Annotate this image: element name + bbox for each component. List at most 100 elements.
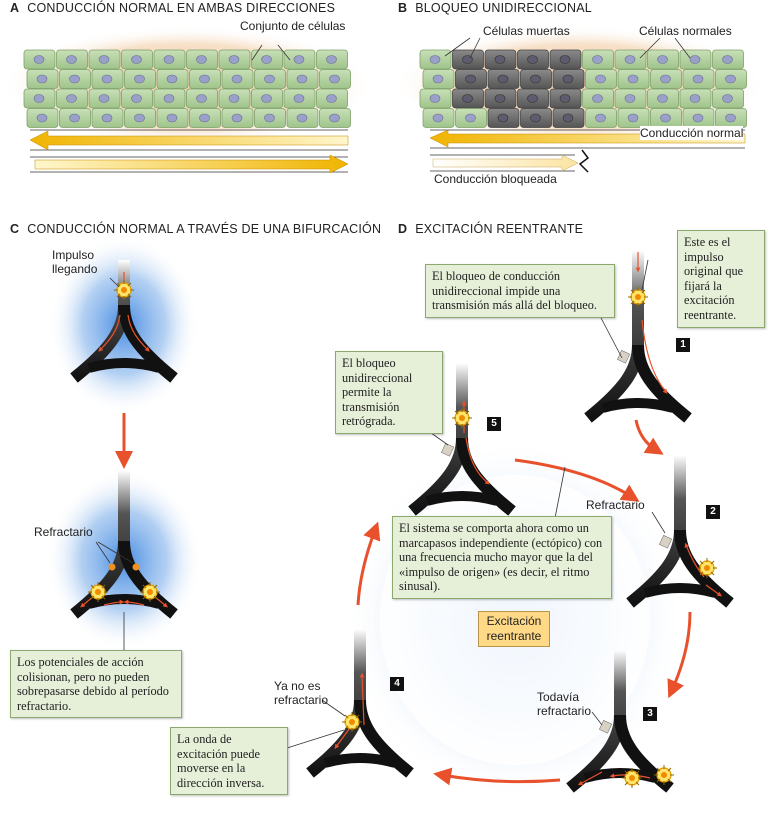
cell <box>88 88 121 109</box>
panel-c-title: C CONDUCCIÓN NORMAL A TRAVÉS DE UNA BIFUR… <box>10 222 381 236</box>
cell <box>286 108 319 128</box>
refractory-label-d: Refractario <box>586 498 645 512</box>
cell <box>251 88 283 109</box>
dead-cell <box>520 69 552 89</box>
cell <box>715 69 747 89</box>
left-conduction-arrow <box>29 130 349 151</box>
panel-a-letter: A <box>10 1 20 15</box>
cell <box>582 49 614 70</box>
dead-cell <box>484 49 517 70</box>
cell <box>712 88 744 109</box>
cell <box>251 49 283 70</box>
cell <box>218 49 251 70</box>
dead-cell <box>552 108 585 128</box>
blocked-conduction-label: Conducción bloqueada <box>434 172 557 186</box>
cell <box>286 69 319 89</box>
cell <box>153 49 186 70</box>
block-mark <box>578 149 590 173</box>
cell <box>121 49 153 70</box>
cell <box>585 108 617 128</box>
cell <box>582 88 614 109</box>
bifurcation-d-5 <box>408 363 516 516</box>
cell <box>221 69 254 89</box>
cell <box>56 49 88 70</box>
cell <box>712 49 744 70</box>
cell <box>124 69 156 89</box>
panel-a-title-text: CONDUCCIÓN NORMAL EN AMBAS DIRECCIONES <box>27 1 336 15</box>
cell <box>59 69 91 89</box>
dead-cell <box>487 69 520 89</box>
no-longer-refractory-label: Ya no es refractario <box>274 679 329 707</box>
cell <box>153 88 186 109</box>
dead-cell <box>520 108 552 128</box>
reverse-wave-note: La onda de excitación puede moverse en l… <box>170 727 288 796</box>
normal-cells-label: Células normales <box>639 24 732 38</box>
cell <box>319 69 351 89</box>
retrograde-note: El bloqueo unidireccional permite la tra… <box>335 351 443 434</box>
cell <box>455 108 487 128</box>
cell <box>156 69 189 89</box>
dead-cell <box>517 88 549 109</box>
panel-c-letter: C <box>10 222 20 236</box>
cell <box>254 69 286 89</box>
cell <box>88 49 121 70</box>
panel-d-title: D EXCITACIÓN REENTRANTE <box>398 222 583 236</box>
panel-b-title-text: BLOQUEO UNIDIRECCIONAL <box>415 1 592 15</box>
panel-b-title: B BLOQUEO UNIDIRECCIONAL <box>398 1 592 15</box>
panel-d-title-text: EXCITACIÓN REENTRANTE <box>415 222 584 236</box>
dead-cell <box>452 88 484 109</box>
panel-d-letter: D <box>398 222 408 236</box>
cell <box>585 69 617 89</box>
bifurcation-d-2 <box>626 455 734 608</box>
normal-conduction-label: Conducción normal <box>640 126 744 140</box>
bifurcation-c-bottom <box>70 470 178 619</box>
cell <box>186 88 218 109</box>
right-conduction-arrow <box>34 154 349 174</box>
collision-note: Los potenciales de acción colisionan, pe… <box>10 650 182 719</box>
cell <box>56 88 88 109</box>
ectopic-note: El sistema se comporta ahora como un mar… <box>392 516 612 599</box>
dead-cell <box>549 49 582 70</box>
block-note: El bloqueo de conducción unidireccional … <box>425 264 615 318</box>
cell <box>26 108 59 128</box>
cell <box>715 108 747 128</box>
cell <box>614 49 647 70</box>
cell <box>218 88 251 109</box>
impulse-label: Impulso llegando <box>52 248 98 276</box>
cell <box>23 88 56 109</box>
cell <box>419 88 452 109</box>
cell <box>650 69 682 89</box>
cell <box>186 49 218 70</box>
dead-cell <box>452 49 484 70</box>
cell <box>124 108 156 128</box>
cell <box>617 108 650 128</box>
cells-label: Conjunto de células <box>240 19 346 33</box>
reentrant-excitation-label: Excitación reentrante <box>478 611 550 647</box>
original-impulse-note: Este es el impulso original que fijará l… <box>677 230 765 328</box>
dead-cell <box>517 49 549 70</box>
cell <box>319 108 351 128</box>
cell <box>156 108 189 128</box>
cell <box>647 49 679 70</box>
panel-b-letter: B <box>398 1 408 15</box>
step-4-badge: 4 <box>390 677 404 691</box>
cell <box>422 69 455 89</box>
refractory-label-c: Refractario <box>34 525 93 539</box>
dead-cell <box>455 69 487 89</box>
cell <box>679 88 712 109</box>
cell <box>189 108 221 128</box>
bifurcation-d-4 <box>306 629 414 778</box>
panel-a-title: A CONDUCCIÓN NORMAL EN AMBAS DIRECCIONES <box>10 1 335 15</box>
cell <box>91 69 124 89</box>
cell <box>650 108 682 128</box>
cell <box>26 69 59 89</box>
cell <box>614 88 647 109</box>
cell <box>647 88 679 109</box>
panel-c-title-text: CONDUCCIÓN NORMAL A TRAVÉS DE UNA BIFURC… <box>27 222 382 236</box>
cell <box>316 88 348 109</box>
dead-cell <box>552 69 585 89</box>
cell <box>121 88 153 109</box>
cell <box>59 108 91 128</box>
cell <box>682 69 715 89</box>
cell <box>254 108 286 128</box>
